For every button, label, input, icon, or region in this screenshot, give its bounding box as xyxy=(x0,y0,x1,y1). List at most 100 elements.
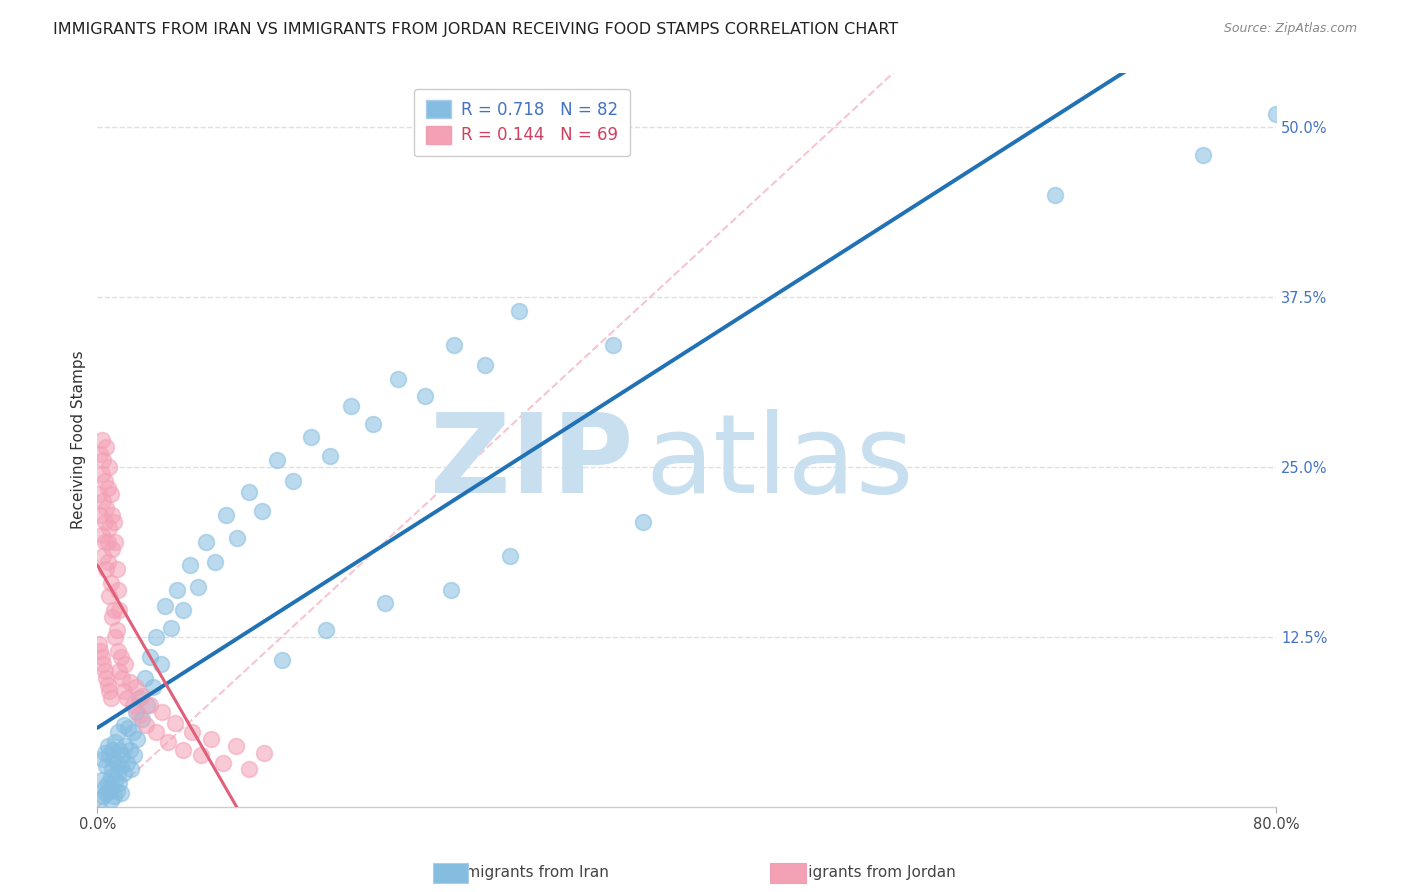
Point xyxy=(131,689,153,703)
Point xyxy=(361,417,384,431)
Point xyxy=(96,671,118,685)
Point xyxy=(93,746,115,760)
Point xyxy=(195,535,218,549)
Point xyxy=(226,531,249,545)
Point xyxy=(87,487,110,501)
Point xyxy=(136,698,159,712)
Point xyxy=(93,474,115,488)
Point xyxy=(98,748,121,763)
Point xyxy=(252,503,274,517)
Point xyxy=(105,756,128,771)
Point xyxy=(211,756,233,771)
Point xyxy=(200,731,222,746)
Point xyxy=(315,624,337,638)
Point xyxy=(108,664,131,678)
Point xyxy=(142,681,165,695)
Point xyxy=(160,621,183,635)
Point xyxy=(103,789,125,803)
Point xyxy=(90,650,112,665)
Point xyxy=(187,580,209,594)
Point xyxy=(101,743,124,757)
Point xyxy=(374,596,396,610)
Point xyxy=(90,528,112,542)
Point xyxy=(96,562,118,576)
Point xyxy=(91,657,114,672)
Point xyxy=(104,630,127,644)
Point xyxy=(96,759,118,773)
Point xyxy=(128,707,150,722)
Point xyxy=(100,487,122,501)
Point xyxy=(150,705,173,719)
Point xyxy=(270,653,292,667)
Point xyxy=(93,535,115,549)
Legend: R = 0.718   N = 82, R = 0.144   N = 69: R = 0.718 N = 82, R = 0.144 N = 69 xyxy=(415,88,630,156)
Point xyxy=(93,515,115,529)
Point xyxy=(111,671,134,685)
Point xyxy=(508,303,530,318)
Point xyxy=(103,603,125,617)
Point xyxy=(114,657,136,672)
Point xyxy=(135,718,157,732)
Point xyxy=(115,756,138,771)
Text: IMMIGRANTS FROM IRAN VS IMMIGRANTS FROM JORDAN RECEIVING FOOD STAMPS CORRELATION: IMMIGRANTS FROM IRAN VS IMMIGRANTS FROM … xyxy=(53,22,898,37)
Point xyxy=(253,746,276,760)
Point xyxy=(103,515,125,529)
Point xyxy=(96,440,118,454)
Point xyxy=(100,575,122,590)
Point xyxy=(97,535,120,549)
Point xyxy=(172,603,194,617)
Point xyxy=(107,725,129,739)
Point xyxy=(104,535,127,549)
Point xyxy=(93,780,115,794)
Point xyxy=(121,725,143,739)
Point xyxy=(340,399,363,413)
Point xyxy=(110,786,132,800)
Point xyxy=(112,684,135,698)
Point xyxy=(91,752,114,766)
Point xyxy=(107,582,129,597)
Point xyxy=(93,664,115,678)
Point xyxy=(440,582,463,597)
Point xyxy=(122,748,145,763)
Point xyxy=(117,721,139,735)
Point xyxy=(90,772,112,787)
Point xyxy=(104,772,127,787)
Point xyxy=(190,748,212,763)
Point xyxy=(283,474,305,488)
Y-axis label: Receiving Food Stamps: Receiving Food Stamps xyxy=(72,351,86,529)
Point xyxy=(90,467,112,481)
Point xyxy=(299,430,322,444)
Point xyxy=(225,739,247,753)
Point xyxy=(91,494,114,508)
Point xyxy=(96,500,118,515)
Point xyxy=(145,725,167,739)
Point xyxy=(97,678,120,692)
Point xyxy=(112,766,135,780)
Point xyxy=(108,603,131,617)
Point xyxy=(98,589,121,603)
Point xyxy=(89,793,111,807)
Point xyxy=(145,630,167,644)
Point xyxy=(238,762,260,776)
Point xyxy=(101,762,124,776)
Point xyxy=(101,508,124,522)
Point xyxy=(179,558,201,572)
Point xyxy=(110,650,132,665)
Point xyxy=(98,521,121,535)
Point xyxy=(107,766,129,780)
Text: Source: ZipAtlas.com: Source: ZipAtlas.com xyxy=(1223,22,1357,36)
Point xyxy=(97,481,120,495)
Point xyxy=(87,637,110,651)
Point xyxy=(121,698,143,712)
Point xyxy=(266,453,288,467)
Point xyxy=(100,691,122,706)
Point xyxy=(180,725,202,739)
Point xyxy=(91,789,114,803)
Point xyxy=(104,735,127,749)
Point xyxy=(105,562,128,576)
Point xyxy=(153,599,176,613)
Point xyxy=(118,674,141,689)
Point xyxy=(602,338,624,352)
Point xyxy=(204,555,226,569)
Point xyxy=(91,549,114,563)
